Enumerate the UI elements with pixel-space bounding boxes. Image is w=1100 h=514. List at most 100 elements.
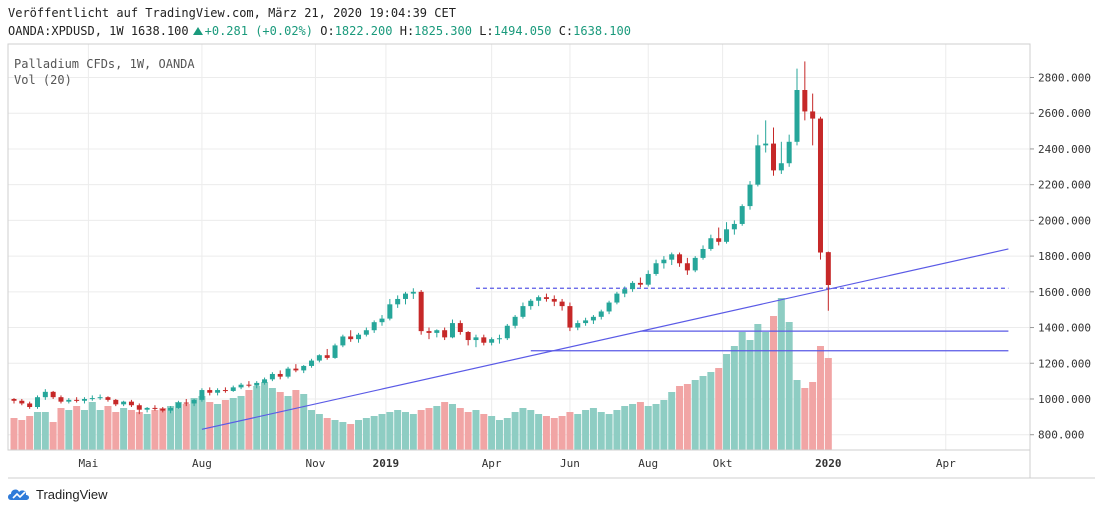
volume-bar bbox=[198, 396, 206, 450]
candle-up bbox=[42, 391, 48, 398]
chart-frame bbox=[7, 43, 1095, 479]
candle-up bbox=[504, 325, 510, 339]
volume-bar bbox=[362, 418, 370, 450]
candle-up bbox=[731, 223, 737, 230]
candle-down bbox=[113, 399, 119, 405]
close-value: 1638.100 bbox=[573, 24, 631, 38]
candle-down bbox=[19, 400, 25, 404]
candle-up bbox=[81, 398, 87, 401]
volume-bar bbox=[754, 324, 762, 450]
time-tick-label: Apr bbox=[936, 457, 956, 470]
volume-bar bbox=[409, 414, 417, 450]
candle-down bbox=[418, 291, 424, 332]
candle-up bbox=[528, 300, 534, 307]
volume-bar bbox=[315, 414, 323, 450]
candle-up bbox=[309, 360, 315, 366]
volume-bar bbox=[527, 410, 535, 450]
volume-bar bbox=[441, 402, 449, 450]
volume-bar bbox=[472, 410, 480, 450]
candle-down bbox=[716, 238, 722, 242]
price-axis[interactable]: 800.000 1000.000 1200.000 1400.000 1600.000 1… bbox=[1030, 72, 1091, 442]
candle-down bbox=[183, 402, 189, 404]
volume-bar bbox=[503, 418, 511, 450]
candle-down bbox=[207, 390, 213, 393]
candle-down bbox=[543, 297, 549, 299]
volume-bar bbox=[229, 398, 237, 450]
open-value: 1822.200 bbox=[334, 24, 393, 38]
candle-down bbox=[481, 337, 487, 343]
volume-bar bbox=[300, 394, 308, 450]
candle-down bbox=[637, 282, 643, 285]
candle-down bbox=[551, 298, 557, 302]
price-change: +0.281 (+0.02%) bbox=[204, 24, 313, 38]
volume-bar bbox=[558, 416, 566, 450]
footer-brand[interactable]: TradingView bbox=[6, 486, 108, 502]
candle-up bbox=[496, 338, 502, 340]
volume-bar bbox=[448, 404, 456, 450]
candle-up bbox=[606, 302, 612, 312]
candle-up bbox=[371, 322, 377, 331]
published-line: Veröffentlicht auf TradingView.com, März… bbox=[8, 6, 456, 20]
candle-down bbox=[825, 252, 831, 286]
triangle-up-icon bbox=[192, 27, 203, 35]
drawings[interactable] bbox=[201, 248, 1009, 430]
candle-up bbox=[536, 297, 542, 301]
volume-bar bbox=[18, 420, 26, 450]
time-axis[interactable]: Mai Aug Nov 2019 Apr Jun Aug Okt 2020 Apr bbox=[78, 457, 956, 470]
candle-down bbox=[810, 111, 816, 119]
time-tick-label: Aug bbox=[192, 457, 212, 470]
volume-bar bbox=[809, 382, 817, 450]
plot-border bbox=[7, 43, 1031, 451]
volume-bar bbox=[433, 406, 441, 450]
candle-up bbox=[410, 291, 416, 294]
candle-up bbox=[316, 355, 322, 361]
candle-up bbox=[121, 401, 127, 405]
volume-bar bbox=[268, 388, 276, 450]
candle-up bbox=[489, 339, 495, 343]
candle-down bbox=[50, 391, 56, 398]
volume-bar bbox=[221, 400, 229, 450]
candle-down bbox=[567, 306, 573, 328]
volume-bars bbox=[10, 298, 832, 450]
candle-up bbox=[520, 306, 526, 317]
volume-bar bbox=[597, 412, 605, 450]
volume-bar bbox=[206, 402, 214, 450]
candle-up bbox=[575, 323, 581, 328]
volume-bar bbox=[127, 410, 135, 450]
volume-bar bbox=[723, 354, 731, 450]
volume-legend: Vol (20) bbox=[14, 73, 72, 87]
time-tick-label: Mai bbox=[78, 457, 98, 470]
volume-bar bbox=[417, 410, 425, 450]
volume-bar bbox=[762, 332, 770, 450]
volume-bar bbox=[151, 410, 159, 450]
volume-bar bbox=[574, 414, 582, 450]
candle-up bbox=[387, 304, 393, 319]
candle-up bbox=[199, 390, 205, 400]
candle-down bbox=[136, 405, 142, 410]
volume-bar bbox=[730, 346, 738, 450]
volume-bar bbox=[182, 404, 190, 450]
candle-up bbox=[661, 259, 667, 264]
volume-bar bbox=[292, 390, 300, 450]
volume-bar bbox=[550, 418, 558, 450]
candle-down bbox=[152, 407, 158, 409]
candle-down bbox=[58, 397, 64, 402]
symbol-label[interactable]: OANDA:XPDUSD, 1W bbox=[8, 24, 124, 38]
price-tick-label: 2800.000 bbox=[1038, 72, 1091, 85]
candle-up bbox=[356, 334, 362, 340]
volume-bar bbox=[143, 414, 151, 450]
volume-bar bbox=[777, 298, 785, 450]
volume-bar bbox=[378, 414, 386, 450]
low-value: 1494.050 bbox=[493, 24, 552, 38]
volume-bar bbox=[683, 384, 691, 450]
price-tick-label: 2400.000 bbox=[1038, 143, 1091, 156]
price-tick-label: 1600.000 bbox=[1038, 286, 1091, 299]
volume-bar bbox=[707, 372, 715, 450]
volume-bar bbox=[629, 404, 637, 450]
candle-up bbox=[794, 90, 800, 142]
volume-bar bbox=[511, 412, 519, 450]
volume-bar bbox=[284, 396, 292, 450]
volume-bar bbox=[120, 408, 128, 450]
time-tick-label: Apr bbox=[482, 457, 502, 470]
